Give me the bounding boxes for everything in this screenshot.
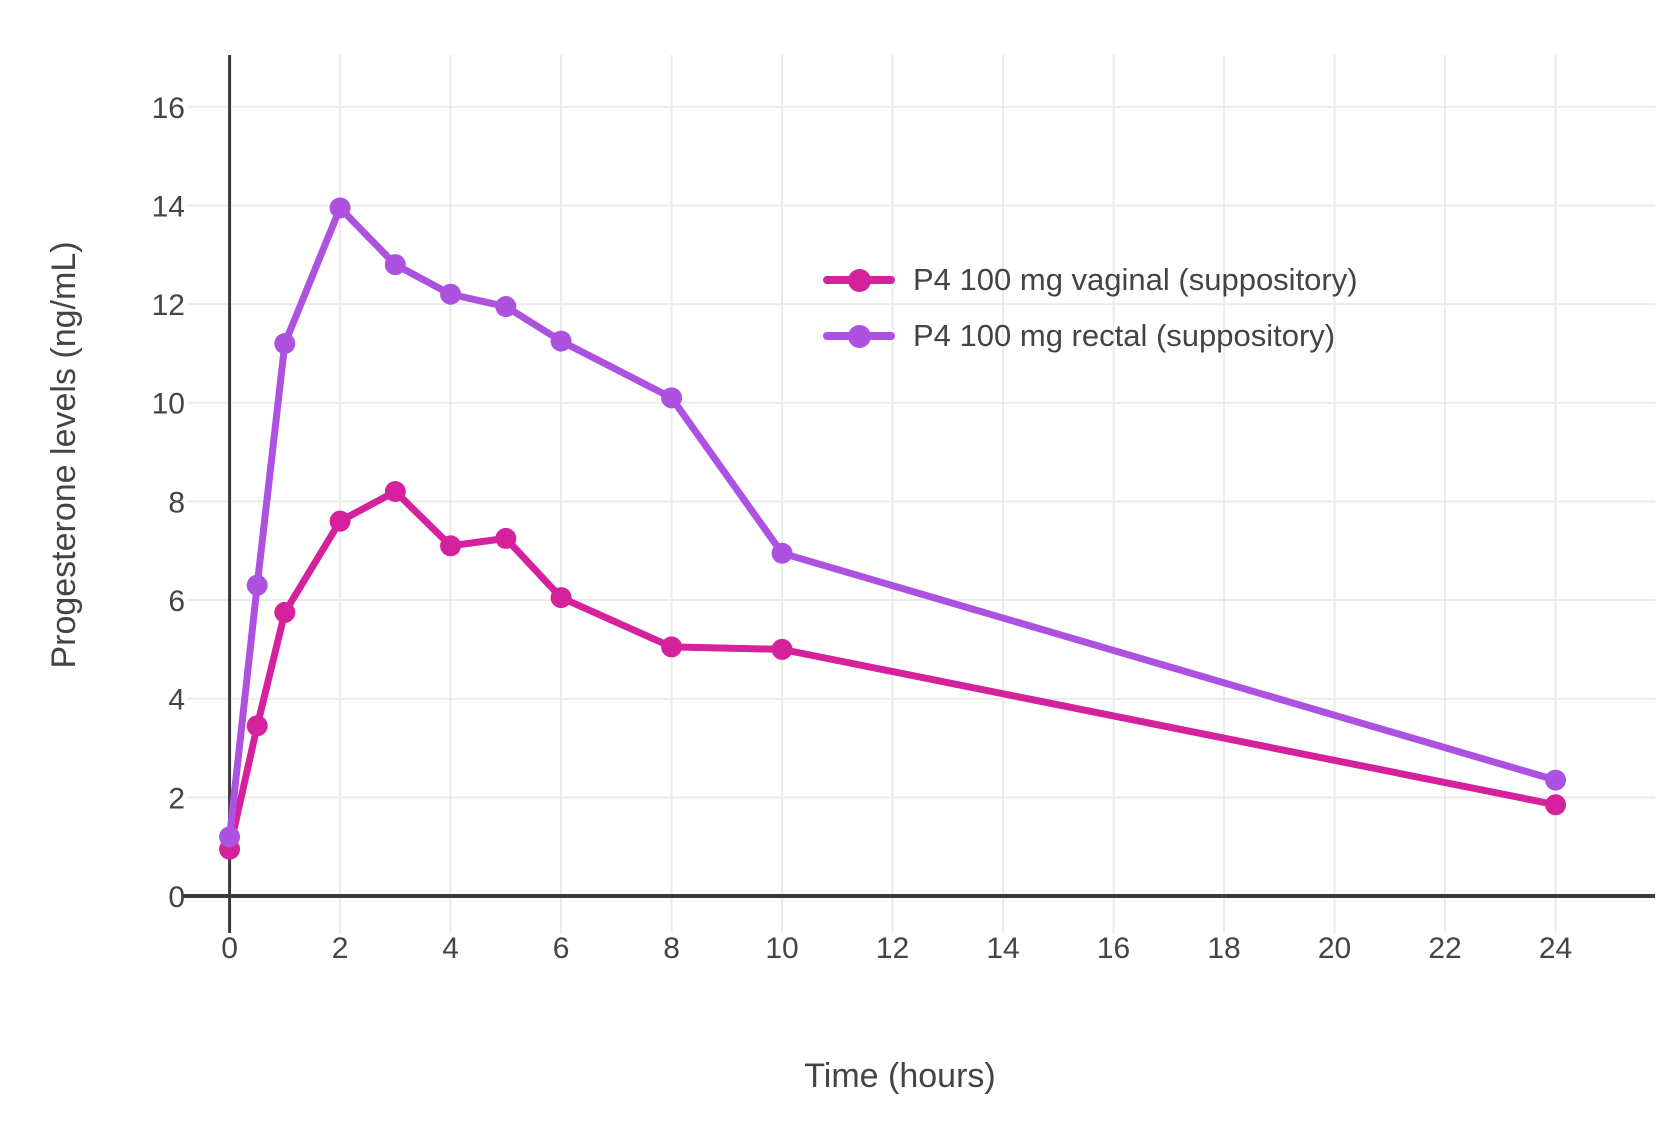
data-point	[661, 387, 683, 409]
data-point	[771, 542, 793, 564]
y-tick-label: 12	[152, 289, 185, 322]
y-tick-label: 8	[168, 486, 185, 519]
x-tick-label: 10	[765, 932, 798, 965]
axis-zerolines	[183, 55, 1655, 933]
data-point	[384, 254, 406, 276]
data-point	[495, 296, 517, 318]
data-point	[661, 636, 683, 658]
x-tick-label: 14	[986, 932, 1019, 965]
data-point	[329, 197, 351, 219]
gridlines	[187, 55, 1655, 933]
series-1	[219, 197, 1567, 848]
legend-marker-rectal-icon	[823, 324, 895, 348]
x-tick-label: 16	[1097, 932, 1130, 965]
data-point	[246, 574, 268, 596]
x-tick-label: 2	[332, 932, 349, 965]
legend-item-vaginal[interactable]: P4 100 mg vaginal (suppository)	[823, 258, 1358, 302]
legend-item-rectal[interactable]: P4 100 mg rectal (suppository)	[823, 314, 1358, 358]
data-point	[440, 283, 462, 305]
data-point	[1545, 769, 1567, 791]
data-point	[495, 527, 517, 549]
y-tick-label: 4	[168, 684, 185, 717]
legend-marker-vaginal-icon	[823, 268, 895, 292]
x-tick-label: 4	[442, 932, 459, 965]
x-tick-label: 24	[1539, 932, 1572, 965]
x-axis-title: Time (hours)	[804, 1057, 995, 1095]
data-point	[550, 330, 572, 352]
x-tick-label: 22	[1428, 932, 1461, 965]
x-tick-label: 12	[876, 932, 909, 965]
series-0	[219, 481, 1567, 860]
y-tick-label: 6	[168, 585, 185, 618]
y-tick-label: 0	[168, 881, 185, 914]
data-point	[384, 481, 406, 503]
data-point	[274, 333, 296, 355]
x-tick-label: 6	[553, 932, 570, 965]
legend-label-vaginal: P4 100 mg vaginal (suppository)	[913, 262, 1358, 297]
data-point	[246, 715, 268, 737]
x-tick-label: 8	[663, 932, 680, 965]
data-point	[219, 826, 241, 848]
series-lines	[219, 197, 1567, 860]
legend: P4 100 mg vaginal (suppository) P4 100 m…	[823, 258, 1358, 358]
data-point	[329, 510, 351, 532]
data-point	[1545, 794, 1567, 816]
legend-label-rectal: P4 100 mg rectal (suppository)	[913, 318, 1336, 353]
y-tick-label: 10	[152, 388, 185, 421]
x-tick-label: 18	[1207, 932, 1240, 965]
y-tick-label: 2	[168, 782, 185, 815]
data-point	[274, 601, 296, 623]
y-axis-title: Progesterone levels (ng/mL)	[45, 241, 83, 668]
y-tick-label: 14	[152, 190, 185, 223]
y-tick-label: 16	[152, 92, 185, 125]
data-point	[440, 535, 462, 557]
x-tick-label: 20	[1318, 932, 1351, 965]
data-point	[771, 638, 793, 660]
data-point	[550, 587, 572, 609]
x-tick-label: 0	[221, 932, 238, 965]
